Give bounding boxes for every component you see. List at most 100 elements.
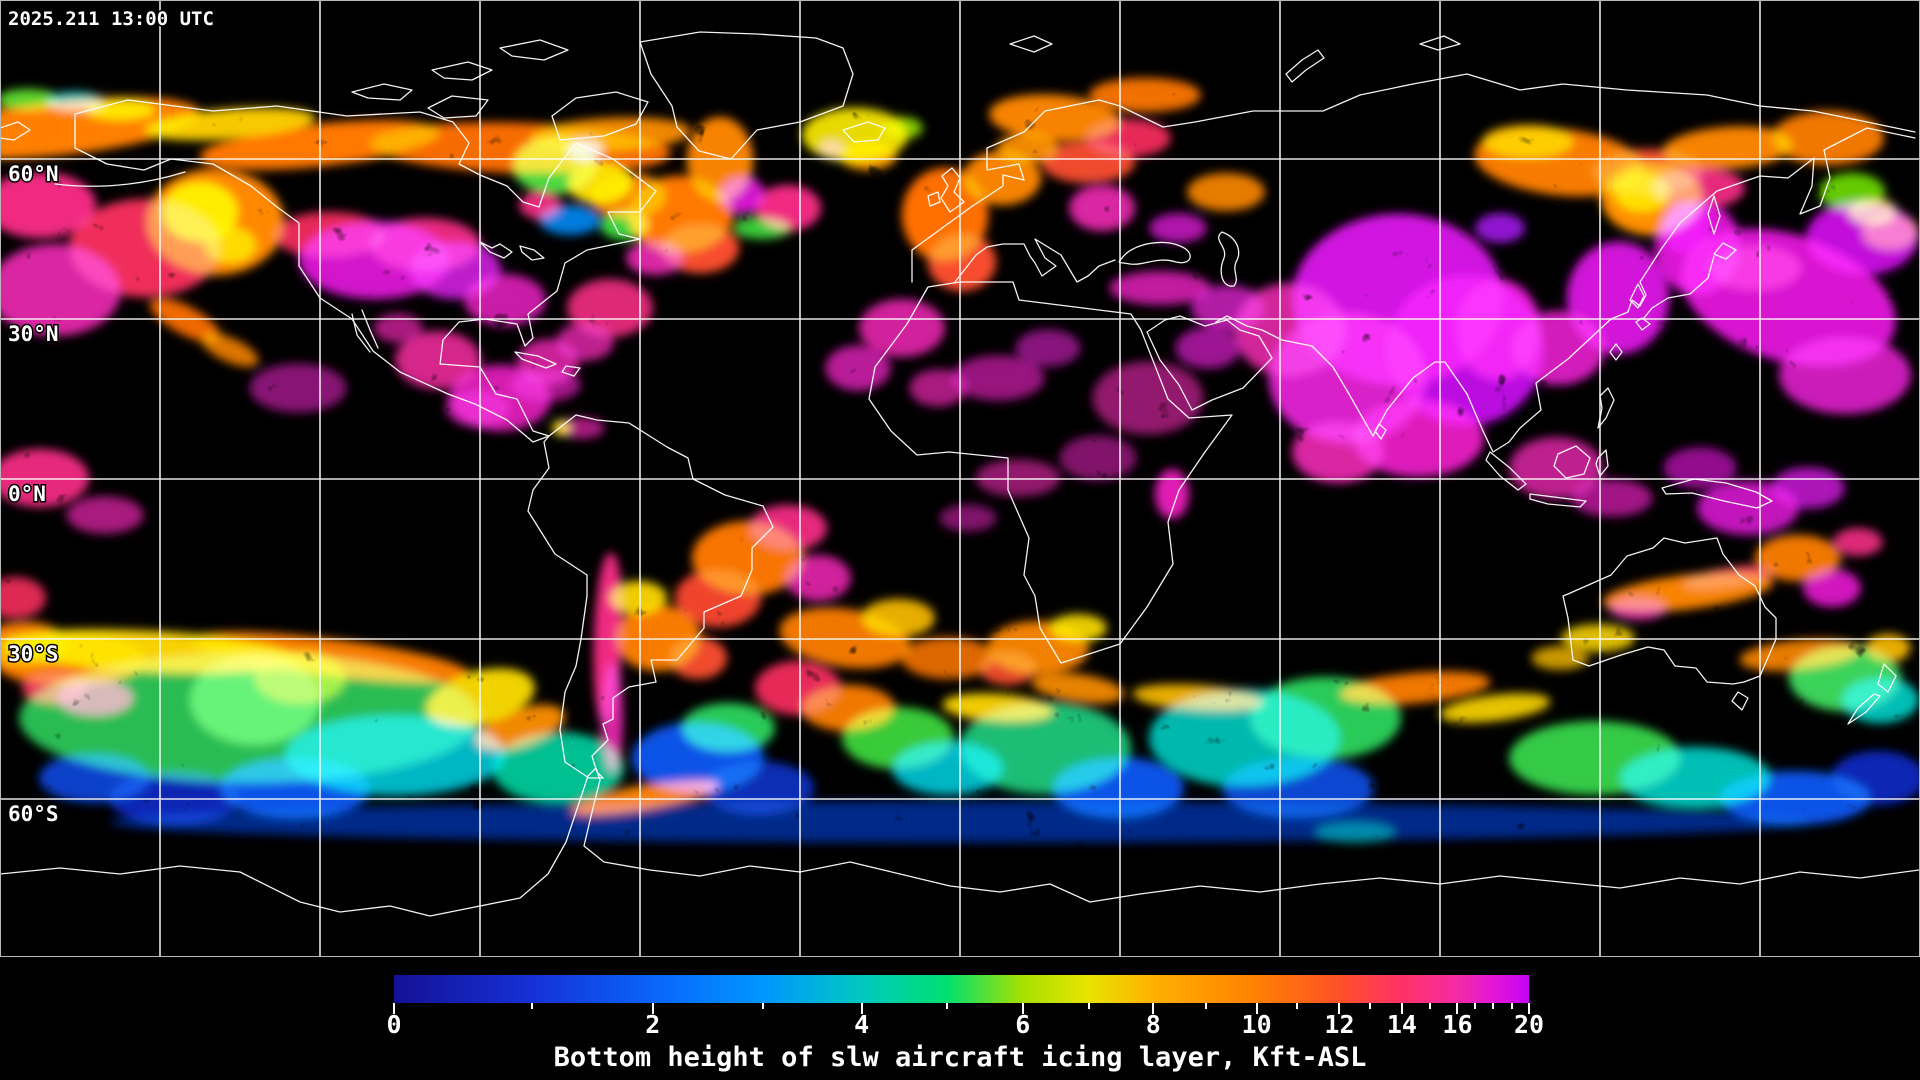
icing-field-blob bbox=[1150, 214, 1206, 242]
icing-field-blob bbox=[150, 298, 220, 342]
coastline-path bbox=[1218, 231, 1240, 287]
colorbar-tick-label: 4 bbox=[854, 1010, 870, 1039]
icing-field-blob bbox=[703, 762, 813, 814]
colorbar-minor-tick bbox=[531, 1003, 534, 1009]
coastline-path bbox=[1529, 493, 1587, 508]
icing-field-blob bbox=[720, 177, 764, 213]
coastline-path bbox=[1635, 317, 1651, 331]
coastline-path bbox=[351, 83, 413, 101]
colorbar-major-tick bbox=[1021, 1003, 1024, 1014]
icing-field-blob bbox=[568, 280, 652, 336]
icing-field-blob bbox=[85, 100, 155, 120]
icing-field-blob bbox=[786, 556, 850, 600]
icing-field-blob bbox=[1188, 174, 1264, 210]
icing-field-blob bbox=[1133, 685, 1263, 711]
colorbar-minor-tick bbox=[1296, 1003, 1299, 1009]
icing-field-blob bbox=[67, 497, 143, 533]
coastline-path bbox=[1643, 255, 1715, 319]
colorbar-major-tick bbox=[1152, 1003, 1155, 1014]
coastline-path bbox=[1118, 241, 1191, 265]
icing-field-blob bbox=[40, 754, 150, 802]
timestamp-label: 2025.211 13:00 UTC bbox=[8, 8, 214, 30]
colorbar-minor-tick bbox=[1369, 1003, 1372, 1009]
icing-field-blob bbox=[1090, 79, 1200, 111]
coastline-path bbox=[927, 191, 941, 207]
icing-field-blob bbox=[1773, 112, 1883, 164]
icing-field-blob bbox=[1862, 214, 1918, 250]
coastline-path bbox=[351, 309, 379, 353]
icing-field-blob bbox=[1340, 672, 1490, 704]
latitude-label: 30°N bbox=[8, 322, 59, 346]
coastline-path bbox=[1847, 693, 1881, 725]
colorbar-minor-tick bbox=[1473, 1003, 1476, 1009]
coastline-path bbox=[842, 121, 886, 143]
coastlines-layer bbox=[0, 31, 1920, 917]
coastline-path bbox=[527, 414, 774, 779]
icing-field-blob bbox=[601, 211, 649, 239]
coastline-path bbox=[54, 171, 186, 187]
icing-field-blob bbox=[1016, 330, 1080, 366]
icing-field-blob bbox=[0, 450, 88, 506]
icing-field-blob bbox=[374, 314, 422, 342]
icing-field-blob bbox=[250, 364, 346, 412]
coastline-path bbox=[954, 238, 1116, 283]
colorbar-major-tick bbox=[651, 1003, 654, 1014]
map-canvas: 60°N 30°N 0°N 30°S 60°S 2025.211 13:00 UTC bbox=[0, 0, 1920, 957]
colorbar-minor-tick bbox=[1491, 1003, 1494, 1009]
coastline-path bbox=[519, 245, 545, 261]
colorbar-tick-label: 6 bbox=[1015, 1010, 1031, 1039]
coastline-path bbox=[499, 39, 569, 61]
icing-field-blob bbox=[1664, 448, 1736, 488]
coastline-path bbox=[1609, 343, 1623, 361]
colorbar-minor-tick bbox=[945, 1003, 948, 1009]
colorbar-major-tick bbox=[393, 1003, 395, 1014]
coastline-path bbox=[1146, 315, 1273, 411]
coastline-path bbox=[1731, 691, 1749, 711]
icing-field-blob bbox=[1483, 126, 1573, 158]
icing-field-blob bbox=[1720, 772, 1870, 824]
coastline-path bbox=[561, 365, 581, 377]
icing-field-blob bbox=[860, 300, 944, 356]
icing-field-blob bbox=[465, 275, 545, 325]
icing-field-blob bbox=[1440, 694, 1550, 722]
icing-field-blob bbox=[682, 704, 774, 752]
icing-field-blob bbox=[540, 206, 600, 234]
coastline-path bbox=[0, 767, 1920, 917]
coastline-path bbox=[1485, 451, 1527, 491]
icing-field-blob bbox=[1293, 422, 1383, 482]
icing-field-blob bbox=[840, 141, 896, 169]
icing-field-blob bbox=[1176, 328, 1240, 368]
colorbar-major-tick bbox=[1255, 1003, 1258, 1014]
coastline-path bbox=[1713, 242, 1737, 260]
coastline-path bbox=[1009, 35, 1053, 53]
icing-field-blob bbox=[254, 652, 346, 704]
icing-field-blob bbox=[1780, 337, 1910, 413]
icing-field-blob bbox=[670, 638, 726, 678]
colorbar-tick-label: 12 bbox=[1324, 1010, 1355, 1039]
icing-field-blob bbox=[964, 152, 1040, 204]
latitude-label: 30°S bbox=[8, 642, 59, 666]
coastline-path bbox=[1562, 537, 1777, 685]
icing-field-blob bbox=[1032, 673, 1124, 703]
icing-field-blob bbox=[1662, 202, 1710, 254]
coastline-path bbox=[1553, 445, 1591, 479]
coastline-path bbox=[1215, 127, 1916, 453]
icing-field-blob bbox=[627, 242, 683, 274]
coastline-path bbox=[1629, 283, 1645, 309]
icing-field-blob bbox=[1756, 536, 1840, 580]
icing-field-blob bbox=[1842, 678, 1918, 722]
colorbar-tick-label: 0 bbox=[386, 1010, 402, 1039]
colorbar-tick-label: 2 bbox=[645, 1010, 661, 1039]
latitude-label: 60°N bbox=[8, 162, 59, 186]
icing-field-blob bbox=[820, 140, 844, 156]
icing-field-blob bbox=[1476, 214, 1524, 242]
icing-field-blob bbox=[0, 578, 45, 618]
icing-field-blob bbox=[1610, 597, 1666, 619]
icing-field-blob bbox=[1050, 615, 1106, 641]
coastline-path bbox=[514, 351, 557, 369]
icing-field-blob bbox=[1614, 172, 1670, 212]
colorbar-major-tick bbox=[860, 1003, 863, 1014]
icing-field-blob bbox=[162, 182, 238, 242]
colorbar-minor-tick bbox=[1087, 1003, 1090, 1009]
icing-field-blob bbox=[756, 186, 820, 230]
